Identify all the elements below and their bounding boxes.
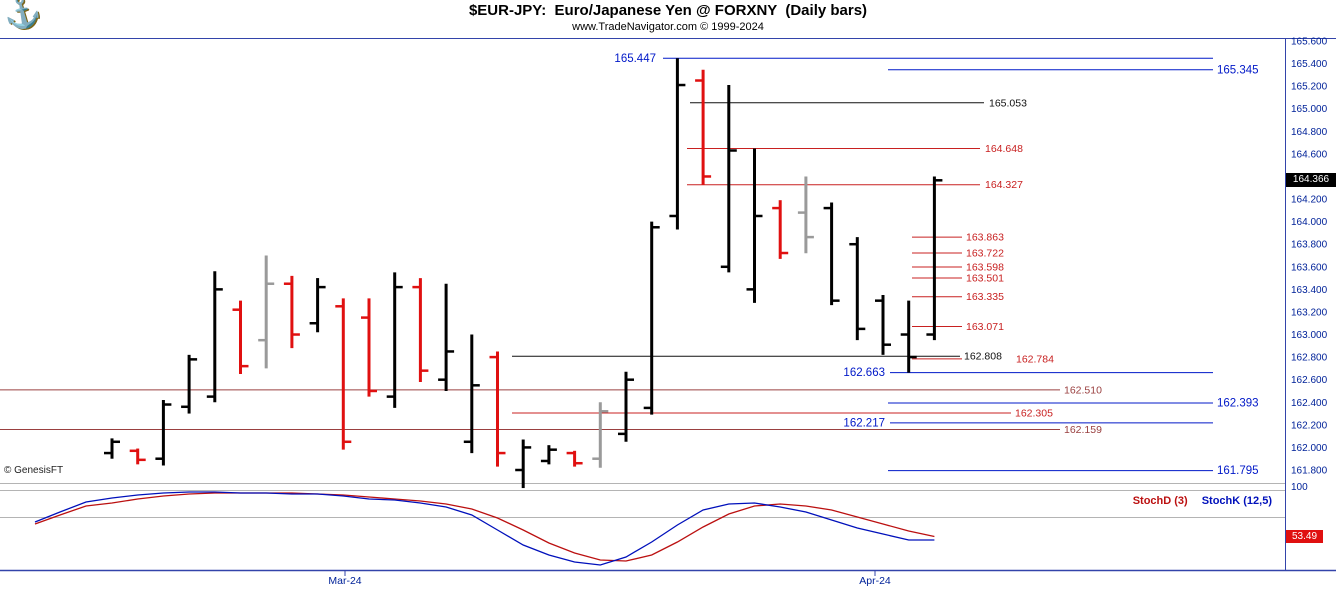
price-level-label: 164.648 xyxy=(985,143,1023,155)
stoch-axis-tick-100: 100 xyxy=(1291,482,1308,493)
price-axis-tick: 163.800 xyxy=(1291,240,1328,251)
price-level-label: 162.159 xyxy=(1064,424,1102,436)
price-axis-tick: 164.000 xyxy=(1291,217,1328,228)
price-axis-tick: 162.400 xyxy=(1291,398,1328,409)
chart-title: $EUR-JPY: Euro/Japanese Yen @ FORXNY (Da… xyxy=(468,2,868,19)
price-level-label: 163.335 xyxy=(966,291,1004,303)
price-level-label: 163.863 xyxy=(966,232,1004,244)
stochk-legend-label: StochK (12,5) xyxy=(1201,495,1272,507)
price-level-label: 162.808 xyxy=(964,351,1002,363)
price-axis-tick: 165.000 xyxy=(1291,104,1328,115)
stochk-line xyxy=(34,491,935,566)
price-axis-tick: 162.600 xyxy=(1291,375,1328,386)
price-axis-tick: 163.000 xyxy=(1291,330,1328,341)
price-level-label: 163.501 xyxy=(966,272,1004,284)
last-price-badge: 164.366 xyxy=(1286,173,1336,187)
price-level-label: 163.722 xyxy=(966,248,1004,260)
price-level-label: 162.305 xyxy=(1015,407,1053,419)
stochd-line xyxy=(34,492,935,562)
price-level-label: 161.795 xyxy=(1217,465,1259,477)
price-axis-tick: 164.600 xyxy=(1291,149,1328,160)
genesisft-watermark: © GenesisFT xyxy=(4,465,64,476)
price-axis-tick: 164.800 xyxy=(1291,127,1328,138)
stoch-value-badge: 53.49 xyxy=(1286,530,1323,543)
price-level-label: 162.784 xyxy=(1016,353,1054,365)
price-axis-tick: 163.400 xyxy=(1291,285,1328,296)
price-axis-tick: 161.800 xyxy=(1291,466,1328,477)
price-axis-tick: 164.200 xyxy=(1291,195,1328,206)
price-axis-tick: 162.200 xyxy=(1291,420,1328,431)
price-level-label: 162.217 xyxy=(843,417,885,429)
price-level-label: 165.053 xyxy=(989,97,1027,109)
price-axis-tick: 163.200 xyxy=(1291,307,1328,318)
price-level-label: 165.447 xyxy=(614,53,656,65)
indicator-legend: StochD (3) StochK (12,5) xyxy=(0,483,1272,519)
price-level-label: 162.510 xyxy=(1064,384,1102,396)
price-axis-tick: 162.800 xyxy=(1291,353,1328,364)
price-level-label: 164.327 xyxy=(985,179,1023,191)
price-axis-tick: 165.200 xyxy=(1291,82,1328,93)
price-axis-tick: 162.000 xyxy=(1291,443,1328,454)
price-level-label: 163.071 xyxy=(966,321,1004,333)
price-level-label: 163.598 xyxy=(966,262,1004,274)
price-level-label: 162.393 xyxy=(1217,398,1259,410)
price-axis-tick: 165.600 xyxy=(1291,37,1328,48)
chart-subtitle: www.TradeNavigator.com © 1999-2024 xyxy=(572,21,764,33)
price-level-label: 162.663 xyxy=(843,367,885,379)
price-level-label: 165.345 xyxy=(1217,64,1259,76)
time-axis-label: Mar-24 xyxy=(328,575,361,587)
price-axis-tick: 165.400 xyxy=(1291,59,1328,70)
price-axis-tick: 163.600 xyxy=(1291,262,1328,273)
stochd-legend-label: StochD (3) xyxy=(1132,495,1188,507)
time-axis-label: Apr-24 xyxy=(859,575,891,587)
